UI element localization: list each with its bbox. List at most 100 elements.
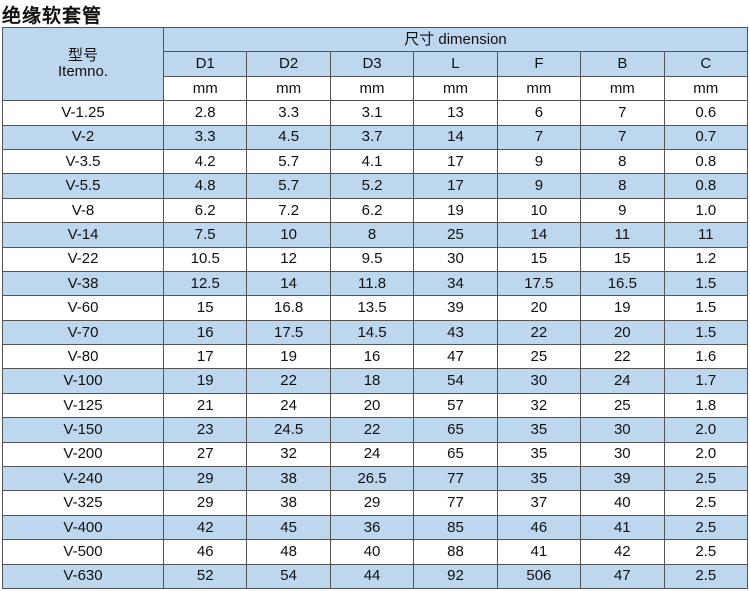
value-cell: 15 bbox=[580, 246, 665, 272]
value-cell: 10 bbox=[246, 222, 331, 248]
value-cell: 92 bbox=[413, 563, 498, 589]
value-cell: 65 bbox=[413, 441, 498, 468]
value-cell: 506 bbox=[496, 563, 582, 589]
value-cell: 42 bbox=[162, 514, 248, 541]
value-cell: 30 bbox=[580, 441, 665, 468]
value-cell: 11 bbox=[663, 222, 749, 248]
value-cell: 14 bbox=[413, 124, 498, 150]
item-cell: V-38 bbox=[2, 270, 164, 297]
value-cell: 32 bbox=[246, 441, 331, 468]
value-cell: 1.8 bbox=[663, 392, 749, 419]
value-cell: 0.8 bbox=[663, 173, 749, 199]
value-cell: 1.7 bbox=[663, 368, 749, 394]
value-cell: 9.5 bbox=[329, 246, 415, 272]
value-cell: 29 bbox=[162, 466, 248, 492]
column-header: D1 bbox=[162, 51, 248, 77]
value-cell: 54 bbox=[413, 368, 498, 394]
item-cell: V-70 bbox=[2, 319, 164, 346]
value-cell: 65 bbox=[413, 417, 498, 443]
value-cell: 7 bbox=[580, 100, 665, 126]
value-cell: 24 bbox=[580, 368, 665, 394]
column-header: D3 bbox=[329, 51, 415, 77]
value-cell: 4.1 bbox=[329, 148, 415, 175]
value-cell: 19 bbox=[580, 295, 665, 321]
column-header: D2 bbox=[246, 51, 331, 77]
data-row: V-325 29 38 29 77 37 40 2.5 bbox=[2, 490, 749, 516]
value-cell: 11.8 bbox=[329, 270, 415, 297]
value-cell: 38 bbox=[246, 466, 331, 492]
value-cell: 16.8 bbox=[246, 295, 331, 321]
unit-cell: mm bbox=[580, 75, 665, 102]
unit-cell: mm bbox=[413, 75, 498, 102]
unit-row: mm mm mm mm mm mm mm bbox=[3, 75, 749, 102]
value-cell: 77 bbox=[413, 490, 498, 516]
item-cell: V-2 bbox=[2, 124, 164, 150]
value-cell: 13.5 bbox=[329, 295, 415, 321]
value-cell: 40 bbox=[580, 490, 665, 516]
item-cell: V-125 bbox=[2, 392, 164, 419]
dimension-header: 尺寸 dimension bbox=[163, 26, 748, 53]
value-cell: 22 bbox=[580, 344, 665, 370]
value-cell: 30 bbox=[496, 368, 582, 394]
value-cell: 8 bbox=[580, 148, 665, 175]
value-cell: 17.5 bbox=[246, 319, 331, 346]
value-cell: 27 bbox=[162, 441, 248, 468]
value-cell: 2.0 bbox=[663, 417, 749, 443]
unit-cell: mm bbox=[246, 75, 331, 102]
item-cell: V-80 bbox=[2, 344, 164, 370]
value-cell: 34 bbox=[413, 270, 498, 297]
value-cell: 39 bbox=[580, 466, 665, 492]
data-row: V-60 15 16.8 13.5 39 20 19 1.5 bbox=[2, 295, 749, 321]
value-cell: 10.5 bbox=[162, 246, 248, 272]
value-cell: 15 bbox=[496, 246, 582, 272]
value-cell: 5.2 bbox=[329, 173, 415, 199]
value-cell: 19 bbox=[246, 344, 331, 370]
item-header-text: Itemno. bbox=[57, 63, 109, 81]
value-cell: 4.5 bbox=[246, 124, 331, 150]
data-row: V-500 46 48 40 88 41 42 2.5 bbox=[2, 539, 749, 565]
data-row: V-200 27 32 24 65 35 30 2.0 bbox=[2, 441, 749, 468]
value-cell: 25 bbox=[580, 392, 665, 419]
value-cell: 30 bbox=[580, 417, 665, 443]
value-cell: 1.6 bbox=[663, 344, 749, 370]
value-cell: 1.5 bbox=[663, 270, 749, 297]
data-row: V-240 29 38 26.5 77 35 39 2.5 bbox=[2, 466, 749, 492]
value-cell: 17 bbox=[162, 344, 248, 370]
item-cell: V-325 bbox=[2, 490, 164, 516]
value-cell: 8 bbox=[329, 222, 415, 248]
value-cell: 14 bbox=[496, 222, 582, 248]
value-cell: 22 bbox=[329, 417, 415, 443]
value-cell: 3.1 bbox=[329, 100, 415, 126]
data-row: V-5.5 4.8 5.7 5.2 17 9 8 0.8 bbox=[2, 173, 749, 199]
data-row: V-22 10.5 12 9.5 30 15 15 1.2 bbox=[2, 246, 749, 272]
value-cell: 46 bbox=[496, 514, 582, 541]
value-cell: 0.7 bbox=[663, 124, 749, 150]
value-cell: 14 bbox=[246, 270, 331, 297]
header-row: 型号 Itemno. 尺寸 dimension bbox=[2, 26, 748, 102]
item-cell: V-400 bbox=[2, 514, 164, 541]
value-cell: 18 bbox=[329, 368, 415, 394]
value-cell: 54 bbox=[246, 563, 331, 589]
value-cell: 48 bbox=[246, 539, 331, 565]
item-cell: V-150 bbox=[2, 417, 164, 443]
value-cell: 4.8 bbox=[162, 173, 248, 199]
column-header: B bbox=[580, 51, 665, 77]
value-cell: 6.2 bbox=[329, 197, 415, 224]
value-cell: 46 bbox=[162, 539, 248, 565]
value-cell: 29 bbox=[329, 490, 415, 516]
value-cell: 32 bbox=[496, 392, 582, 419]
value-cell: 16 bbox=[162, 319, 248, 346]
value-cell: 1.5 bbox=[663, 319, 749, 346]
unit-cell: mm bbox=[496, 75, 582, 102]
value-cell: 7.2 bbox=[246, 197, 331, 224]
value-cell: 24.5 bbox=[246, 417, 331, 443]
value-cell: 25 bbox=[413, 222, 498, 248]
value-cell: 41 bbox=[580, 514, 665, 541]
value-cell: 40 bbox=[329, 539, 415, 565]
item-cell: V-500 bbox=[2, 539, 164, 565]
column-header: C bbox=[663, 51, 749, 77]
value-cell: 2.8 bbox=[162, 100, 248, 126]
value-cell: 24 bbox=[246, 392, 331, 419]
